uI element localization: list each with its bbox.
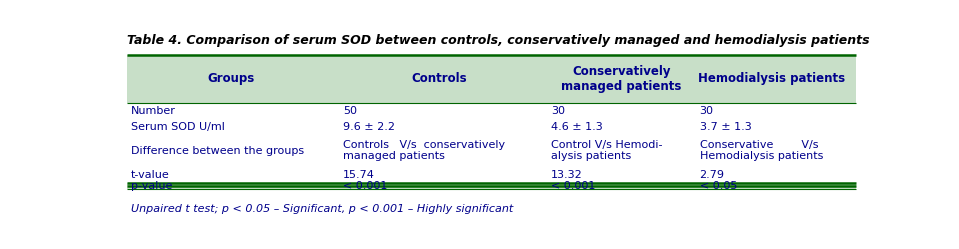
Text: 9.6 ± 2.2: 9.6 ± 2.2 xyxy=(343,122,395,132)
Text: t-value: t-value xyxy=(131,170,170,180)
Text: < 0.05: < 0.05 xyxy=(700,181,737,191)
Text: Conservatively
managed patients: Conservatively managed patients xyxy=(561,65,682,93)
Text: 3.7 ± 1.3: 3.7 ± 1.3 xyxy=(700,122,751,132)
Text: < 0.001: < 0.001 xyxy=(343,181,387,191)
Text: Conservative        V/s
Hemodialysis patients: Conservative V/s Hemodialysis patients xyxy=(700,140,823,161)
Text: Serum SOD U/ml: Serum SOD U/ml xyxy=(131,122,225,132)
Text: Unpaired t test; p < 0.05 – Significant, p < 0.001 – Highly significant: Unpaired t test; p < 0.05 – Significant,… xyxy=(131,204,513,214)
Text: 2.79: 2.79 xyxy=(700,170,725,180)
Text: Difference between the groups: Difference between the groups xyxy=(131,146,304,156)
Text: Control V/s Hemodi-
alysis patients: Control V/s Hemodi- alysis patients xyxy=(550,140,663,161)
Text: Controls   V/s  conservatively
managed patients: Controls V/s conservatively managed pati… xyxy=(343,140,505,161)
Text: 30: 30 xyxy=(550,106,565,116)
Text: 50: 50 xyxy=(343,106,357,116)
Text: Number: Number xyxy=(131,106,175,116)
Text: Table 4. Comparison of serum SOD between controls, conservatively managed and he: Table 4. Comparison of serum SOD between… xyxy=(128,34,870,47)
Text: 13.32: 13.32 xyxy=(550,170,583,180)
Bar xyxy=(128,183,855,189)
Text: 30: 30 xyxy=(700,106,713,116)
Text: 4.6 ± 1.3: 4.6 ± 1.3 xyxy=(550,122,602,132)
Text: < 0.001: < 0.001 xyxy=(550,181,596,191)
Text: Controls: Controls xyxy=(411,72,467,85)
Text: 15.74: 15.74 xyxy=(343,170,375,180)
Text: Hemodialysis patients: Hemodialysis patients xyxy=(698,72,845,85)
Text: Groups: Groups xyxy=(208,72,255,85)
Text: p-value: p-value xyxy=(131,181,173,191)
